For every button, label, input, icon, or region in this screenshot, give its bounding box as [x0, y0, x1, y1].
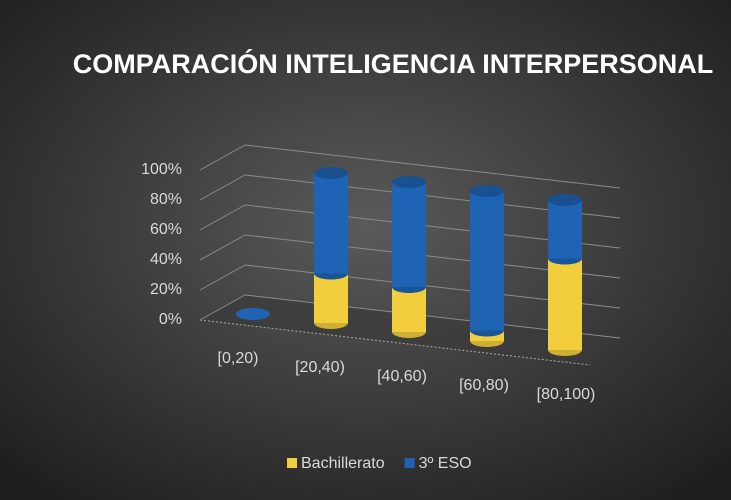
bar [236, 308, 270, 320]
bar [392, 176, 426, 293]
bar-part [548, 200, 582, 259]
y-tick-label: 40% [150, 251, 182, 268]
bar-part [314, 273, 348, 323]
bar-part [314, 173, 348, 274]
bar-part [470, 191, 504, 331]
bar [548, 252, 582, 356]
bar-part [392, 182, 426, 287]
x-tick-label: [0,20) [218, 350, 259, 367]
legend-label: Bachillerato [301, 455, 385, 472]
grid-line [199, 264, 246, 291]
x-tick-label: [80,100) [537, 386, 596, 403]
bar [314, 167, 348, 280]
grid-line [244, 144, 621, 189]
y-tick-label: 100% [141, 161, 182, 178]
bar [470, 185, 504, 337]
x-tick-label: [40,60) [377, 368, 427, 385]
y-tick-label: 0% [159, 311, 182, 328]
bar-part [392, 287, 426, 332]
grid-line [199, 234, 246, 261]
y-tick-label: 80% [150, 191, 182, 208]
grid-line [199, 174, 246, 201]
grid-line [199, 204, 246, 231]
x-tick-label: [60,80) [459, 377, 509, 394]
bar-part [548, 258, 582, 350]
y-tick-label: 20% [150, 281, 182, 298]
floor-edge [199, 319, 591, 366]
legend-swatch [404, 458, 415, 468]
chart-title: COMPARACIÓN INTELIGENCIA INTERPERSONAL [73, 48, 714, 79]
x-tick-label: [20,40) [295, 359, 345, 376]
bar [548, 194, 582, 265]
bar-part [392, 176, 426, 188]
grid-line [199, 144, 246, 171]
grid-line [199, 294, 246, 321]
bar-part [314, 167, 348, 179]
y-tick-label: 60% [150, 221, 182, 238]
legend-swatch [287, 458, 297, 468]
bar-part [470, 185, 504, 197]
bar-part [548, 194, 582, 206]
legend-label: 3º ESO [419, 455, 472, 472]
